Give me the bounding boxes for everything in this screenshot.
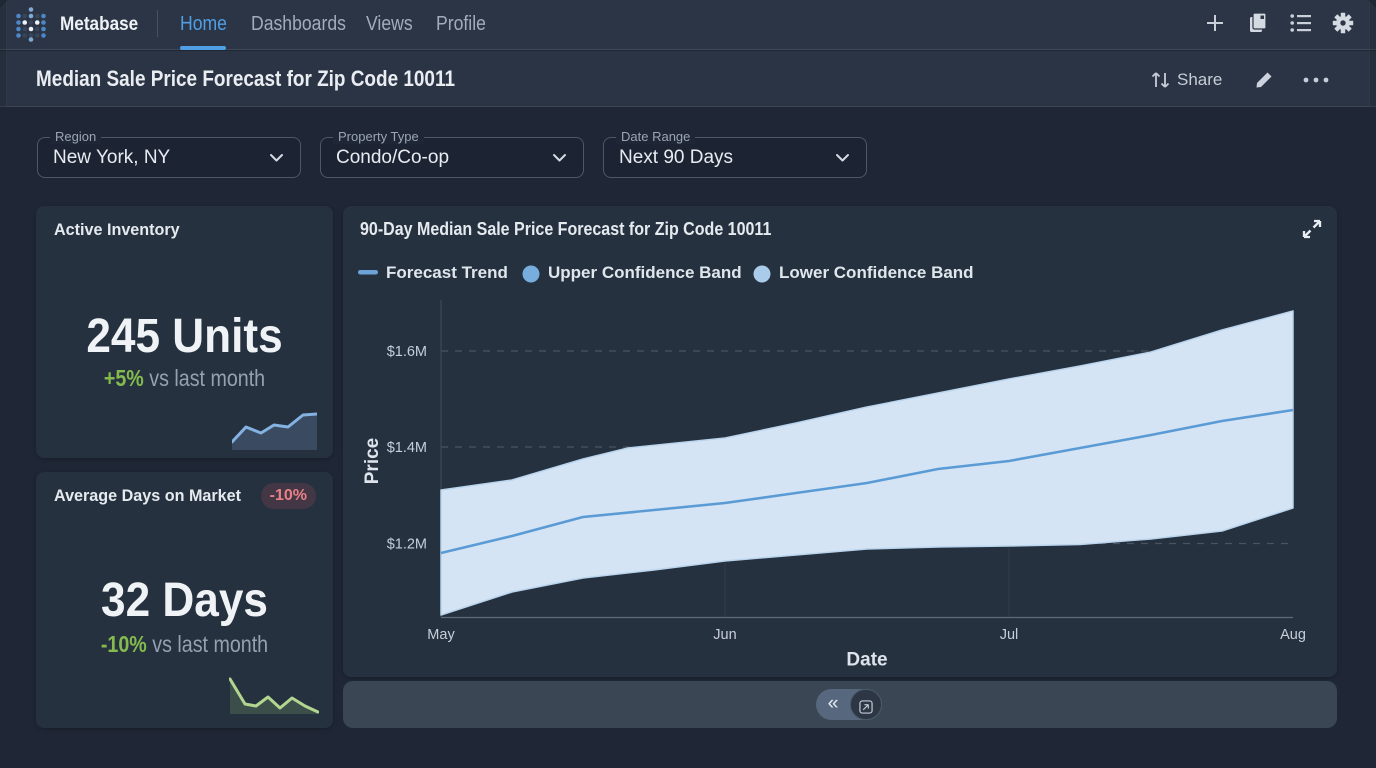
svg-text:Date: Date xyxy=(846,650,887,671)
svg-text:Jul: Jul xyxy=(1000,627,1019,643)
svg-text:Aug: Aug xyxy=(1280,627,1306,643)
svg-text:Jun: Jun xyxy=(713,627,736,643)
svg-text:$1.4M: $1.4M xyxy=(387,440,427,456)
svg-text:May: May xyxy=(427,627,455,643)
svg-text:$1.2M: $1.2M xyxy=(387,537,427,553)
svg-text:$1.6M: $1.6M xyxy=(387,344,427,360)
svg-text:Price: Price xyxy=(362,438,383,484)
